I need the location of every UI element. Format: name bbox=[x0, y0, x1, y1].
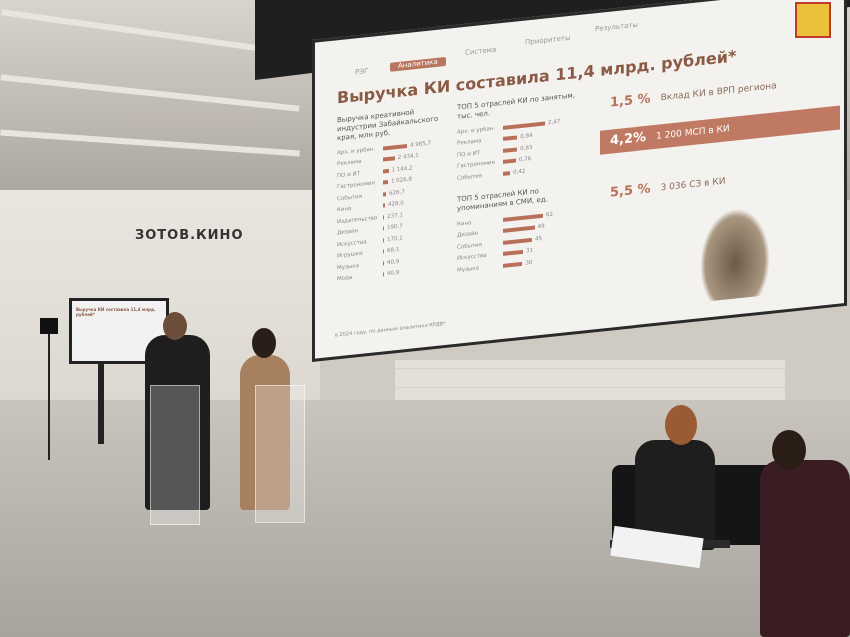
bar bbox=[383, 203, 386, 208]
bar-value: 0,42 bbox=[513, 168, 526, 176]
bar-value: 45 bbox=[535, 235, 543, 243]
bar bbox=[503, 237, 533, 245]
bar bbox=[503, 135, 518, 141]
stat-text: Вклад КИ в ВРП региона bbox=[660, 81, 777, 104]
wall-sign: ЗОТОВ.КИНО bbox=[135, 228, 244, 243]
bar bbox=[383, 249, 384, 254]
bar-label: ПО и ИТ bbox=[457, 149, 481, 159]
bar-label: Музыка bbox=[457, 264, 479, 274]
glass-lectern bbox=[255, 385, 305, 523]
bar-label: Музыка bbox=[337, 262, 359, 271]
bar bbox=[503, 146, 518, 153]
slide-nav-item: Результаты bbox=[595, 20, 638, 34]
speaker-head bbox=[163, 312, 187, 340]
stat-percent: 5,5 % bbox=[610, 181, 651, 201]
bar-value: 62 bbox=[546, 211, 553, 218]
seated-man-head bbox=[772, 430, 806, 470]
slide-nav-item: Система bbox=[465, 45, 497, 57]
bar bbox=[383, 272, 384, 277]
bar bbox=[383, 191, 387, 197]
camera-tripod bbox=[48, 330, 50, 460]
bar-label: Дизайн bbox=[337, 228, 359, 237]
bar bbox=[383, 180, 388, 185]
bar-label: Арх. и урбан. bbox=[337, 145, 376, 156]
bar-label: События bbox=[337, 193, 363, 202]
bar-value: 626,7 bbox=[389, 188, 405, 197]
bar-label: Реклама bbox=[337, 158, 362, 168]
statue-illustration bbox=[700, 204, 770, 303]
stat-percent: 1,5 % bbox=[610, 91, 651, 111]
glass-lectern bbox=[150, 385, 200, 525]
bar-label: События bbox=[457, 241, 483, 251]
bar-value: 237,1 bbox=[387, 211, 403, 220]
bar-value: 2 434,1 bbox=[397, 152, 419, 161]
bar bbox=[503, 225, 535, 233]
bar bbox=[503, 261, 523, 268]
bar-value: 1 026,8 bbox=[390, 176, 412, 185]
bar-value: 31 bbox=[526, 247, 533, 255]
bar bbox=[503, 121, 545, 130]
bar-value: 170,1 bbox=[387, 234, 403, 243]
ceiling-beam bbox=[0, 129, 300, 157]
bar-value: 68,1 bbox=[387, 246, 400, 255]
media-heading: ТОП 5 отраслей КИ по упоминаниям в СМИ, … bbox=[457, 187, 548, 213]
bar bbox=[383, 237, 384, 243]
bar-label: Искусства bbox=[337, 238, 367, 248]
video-camera bbox=[40, 318, 58, 334]
bar-label: Гастрономия bbox=[337, 180, 375, 191]
bar-value: 2,47 bbox=[548, 118, 561, 126]
bar bbox=[383, 214, 385, 220]
presentation-slide: РЭГ Аналитика Система Приоритеты Результ… bbox=[312, 0, 847, 363]
seated-man bbox=[760, 460, 850, 637]
bar-value: 0,76 bbox=[518, 155, 532, 164]
stat-text: 1 200 МСП в КИ bbox=[656, 124, 730, 142]
bar-label: События bbox=[457, 172, 483, 182]
slide-footnote: в 2024 году, по данным аналитики КРДВ* bbox=[335, 320, 446, 339]
bar bbox=[383, 143, 407, 151]
bar-label: Кино bbox=[337, 205, 352, 214]
bar-label: Игрушки bbox=[337, 250, 363, 260]
bar-value: 40,9 bbox=[387, 258, 400, 266]
bar-label: Арх. и урбан. bbox=[457, 125, 496, 136]
stat-text: 3 036 СЗ в КИ bbox=[660, 176, 726, 194]
monitor-slide-title: Выручка КИ составила 11,4 млрд. рублей* bbox=[76, 307, 156, 317]
bar bbox=[383, 226, 384, 231]
bar-value: 40,9 bbox=[387, 269, 400, 278]
employment-heading: ТОП 5 отраслей КИ по занятым, тыс. чел. bbox=[457, 91, 575, 121]
stat-sz: 5,5 % 3 036 СЗ в КИ bbox=[600, 158, 840, 207]
bar-value: 49 bbox=[537, 223, 545, 231]
bar-value: 190,7 bbox=[387, 223, 403, 232]
bar-label: Дизайн bbox=[457, 230, 479, 239]
bar-label: Кино bbox=[457, 219, 472, 228]
bar bbox=[503, 158, 516, 164]
seated-woman-head bbox=[665, 405, 697, 445]
bar-value: 1 144,2 bbox=[391, 164, 413, 174]
bar-value: 30 bbox=[525, 259, 533, 267]
bar-value: 428,0 bbox=[388, 200, 404, 209]
bar-label: Издательство bbox=[337, 214, 378, 225]
bar-value: 0,83 bbox=[520, 144, 533, 152]
bar-label: Гастрономия bbox=[457, 159, 495, 170]
regional-emblem-logo bbox=[795, 2, 831, 38]
bar bbox=[503, 249, 523, 256]
bar bbox=[503, 213, 543, 222]
bar-label: ПО и ИТ bbox=[337, 170, 361, 179]
female-speaker bbox=[240, 355, 290, 510]
speaker-head bbox=[252, 328, 276, 358]
bar bbox=[383, 260, 384, 266]
bar bbox=[383, 156, 395, 162]
slide-nav-item: РЭГ bbox=[355, 67, 369, 77]
bar bbox=[383, 168, 389, 174]
bar-value: 0,84 bbox=[520, 132, 533, 141]
bar-label: Искусства bbox=[457, 252, 487, 262]
bar-label: Мода bbox=[337, 274, 353, 283]
slide-nav-item-active: Аналитика bbox=[390, 56, 446, 72]
stat-percent: 4,2% bbox=[610, 129, 647, 149]
bar-label: Реклама bbox=[457, 138, 482, 147]
bar bbox=[503, 170, 511, 176]
bar-value: 4 985,7 bbox=[410, 139, 431, 149]
monitor-stand bbox=[98, 364, 104, 444]
slide-nav-item: Приоритеты bbox=[525, 33, 571, 47]
